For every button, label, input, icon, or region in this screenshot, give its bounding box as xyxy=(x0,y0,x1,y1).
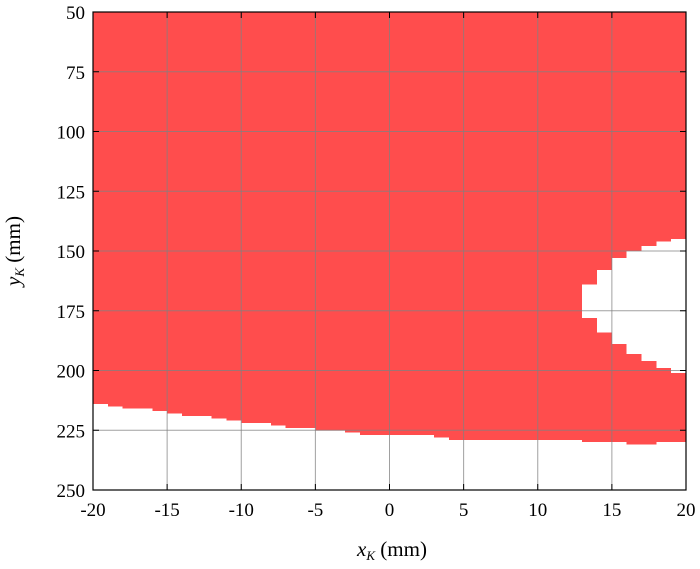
x-tick-label: -20 xyxy=(80,500,105,521)
y-tick-label: 225 xyxy=(57,421,86,442)
y-tick-label: 50 xyxy=(66,3,85,24)
y-tick-label: 175 xyxy=(57,302,86,323)
x-tick-label: -10 xyxy=(229,500,254,521)
y-axis-label: yK (mm) xyxy=(1,216,27,288)
grid xyxy=(93,12,686,490)
x-tick-label: 0 xyxy=(385,500,395,521)
x-tick-label: 15 xyxy=(602,500,621,521)
y-tick-label: 75 xyxy=(66,63,85,84)
axis-ticks: -20 -15 -10 -5 0 5 10 15 20 50 75 100 125 150 175 200 22… xyxy=(57,3,696,521)
x-tick-label: -15 xyxy=(154,500,179,521)
y-tick-label: 125 xyxy=(57,182,86,203)
x-tick-label: 10 xyxy=(528,500,547,521)
x-tick-label: 20 xyxy=(677,500,696,521)
y-tick-label: 200 xyxy=(57,362,86,383)
x-tick-label: -5 xyxy=(307,500,323,521)
excluded-region xyxy=(582,239,686,376)
x-tick-label: 5 xyxy=(459,500,469,521)
x-axis-label: xK (mm) xyxy=(356,537,427,563)
y-tick-label: 150 xyxy=(57,242,86,263)
y-tick-label: 100 xyxy=(57,123,86,144)
y-tick-label: 250 xyxy=(57,481,86,502)
